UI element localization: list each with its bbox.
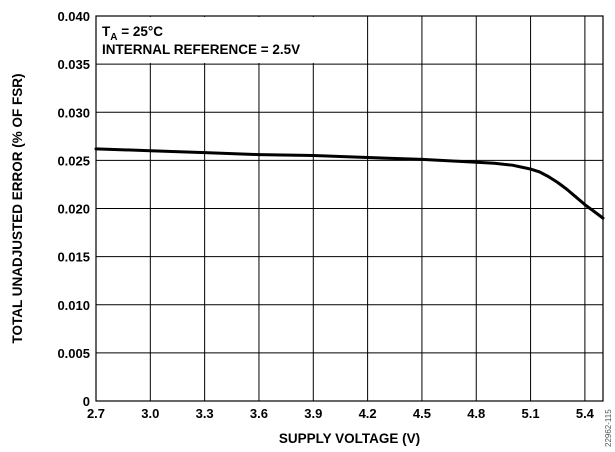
x-tick-label: 4.2 — [359, 406, 377, 421]
condition-prefix: T — [102, 24, 111, 39]
condition-value: = 25°C — [117, 24, 163, 39]
x-tick-label: 3.9 — [304, 406, 322, 421]
y-tick-label: 0.010 — [57, 298, 90, 313]
y-tick-label: 0.035 — [57, 57, 90, 72]
y-tick-label: 0.015 — [57, 250, 90, 265]
y-tick-label: 0 — [83, 394, 90, 409]
y-tick-label: 0.040 — [57, 9, 90, 24]
series-line — [94, 147, 605, 220]
x-tick-label: 3.0 — [141, 406, 159, 421]
x-tick-label: 3.6 — [250, 406, 268, 421]
y-tick-labels: 0 0.005 0.010 0.015 0.020 0.025 0.030 0.035 0.04… — [57, 9, 90, 409]
plot-frame — [95, 15, 604, 402]
figure-id: 22962-115 — [604, 409, 613, 447]
condition-annotation: TA = 25°C — [102, 24, 163, 43]
x-tick-label: 3.3 — [196, 406, 214, 421]
x-tick-label: 5.4 — [576, 406, 595, 421]
y-axis-title: TOTAL UNADJUSTED ERROR (% OF FSR) — [10, 73, 25, 343]
condition-subscript: A — [110, 32, 117, 43]
x-tick-label: 2.7 — [87, 406, 105, 421]
y-tick-label: 0.030 — [57, 105, 90, 120]
reference-annotation: INTERNAL REFERENCE = 2.5V — [102, 42, 300, 57]
y-tick-label: 0.025 — [57, 153, 90, 168]
annotation-background — [97, 17, 353, 63]
y-tick-label: 0.020 — [57, 202, 90, 217]
x-tick-label: 4.8 — [467, 406, 485, 421]
x-tick-labels: 2.7 3.0 3.3 3.6 3.9 4.2 4.5 4.8 5.1 5.4 — [87, 406, 595, 421]
series-layer — [94, 147, 605, 220]
x-tick-label: 4.5 — [413, 406, 431, 421]
y-tick-label: 0.005 — [57, 346, 90, 361]
x-tick-label: 5.1 — [522, 406, 540, 421]
x-axis-title: SUPPLY VOLTAGE (V) — [279, 431, 420, 446]
grid — [96, 15, 604, 401]
